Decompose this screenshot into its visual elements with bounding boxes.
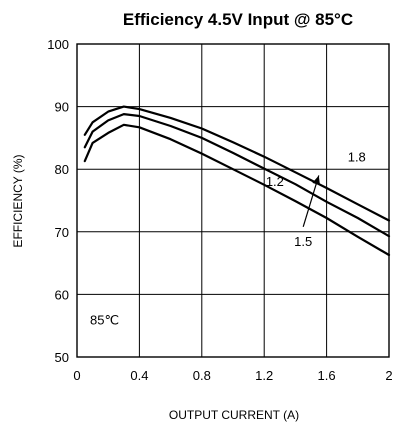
temperature-annotation: 85℃ (90, 312, 119, 327)
x-tick-label: 0.4 (130, 368, 148, 383)
chart-title: Efficiency 4.5V Input @ 85°C (123, 10, 353, 29)
y-tick-label: 70 (55, 225, 69, 240)
y-tick-label: 80 (55, 162, 69, 177)
y-tick-label: 100 (47, 37, 69, 52)
series-label-1-5: 1.5 (294, 234, 312, 249)
x-tick-label: 0.8 (193, 368, 211, 383)
y-tick-label: 90 (55, 100, 69, 115)
x-axis-label: OUTPUT CURRENT (A) (169, 408, 299, 422)
y-axis-label: EFFICIENCY (%) (11, 154, 25, 247)
series-line-1-5 (83, 112, 391, 238)
series-line-1-8 (83, 105, 391, 222)
x-tick-label: 2 (385, 368, 392, 383)
y-tick-label: 60 (55, 287, 69, 302)
series-layer (83, 105, 391, 257)
arrow-head-icon (312, 175, 321, 186)
x-tick-label: 1.2 (255, 368, 273, 383)
y-tick-label: 50 (55, 350, 69, 365)
series-label-1-8: 1.8 (348, 150, 366, 165)
annotation-layer: 1.8 1.5 1.2 85℃ (90, 150, 366, 328)
plot-frame (76, 43, 390, 358)
x-tick-label: 0 (73, 368, 80, 383)
grid-layer (76, 43, 390, 358)
tick-layer: 0 0.4 0.8 1.2 1.6 2 50 60 70 80 90 100 (47, 37, 392, 383)
series-line-1-2 (83, 123, 391, 257)
series-label-1-2: 1.2 (266, 174, 284, 189)
x-tick-label: 1.6 (318, 368, 336, 383)
